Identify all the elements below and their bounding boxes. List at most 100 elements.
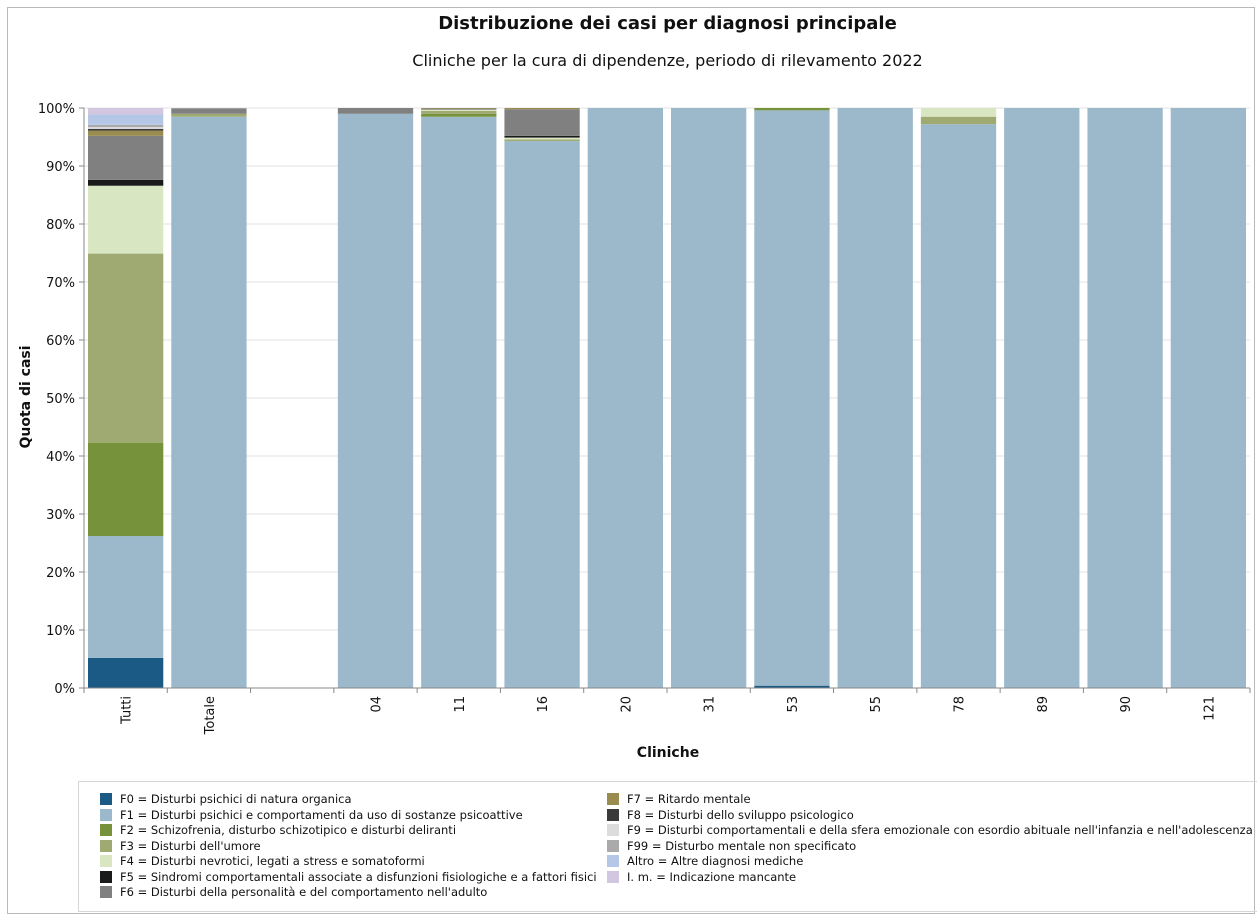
x-tick-label: 55 — [869, 696, 884, 713]
bar-segment — [754, 108, 830, 111]
legend-item: F4 = Disturbi nevrotici, legati a stress… — [100, 855, 425, 868]
x-tick-label: 121 — [1202, 696, 1217, 721]
y-tick-label: 50% — [46, 392, 75, 407]
chart-subtitle: Cliniche per la cura di dipendenze, peri… — [412, 51, 923, 70]
bar-segment — [1004, 108, 1080, 688]
axes-layer: 0% 10% 20% 30% 40% 50% 60% 70% 80% 90% 100% Tutti To… — [38, 102, 1251, 735]
bar-segment — [837, 108, 913, 688]
bar-segment — [88, 179, 164, 186]
bar-segment — [1170, 108, 1246, 688]
bar-segment — [337, 108, 414, 114]
bar-segment — [88, 657, 164, 688]
y-tick-label: 0% — [54, 682, 75, 697]
legend-swatch — [100, 824, 112, 836]
legend-item: F0 = Disturbi psichici di natura organic… — [100, 793, 352, 806]
legend-item: F3 = Disturbi dell'umore — [100, 838, 261, 853]
y-tick-label: 30% — [46, 508, 75, 523]
legend-label: F7 = Ritardo mentale — [627, 792, 751, 806]
bar-segment — [171, 113, 247, 117]
bar-segment — [587, 108, 663, 688]
legend-swatch — [100, 870, 112, 883]
bar-segment — [504, 139, 580, 142]
bar-segment — [88, 127, 164, 129]
legend-item: F7 = Ritardo mentale — [607, 793, 751, 806]
legend-item: I. m. = Indicazione mancante — [607, 869, 797, 884]
chart-title: Distribuzione dei casi per diagnosi prin… — [438, 13, 897, 34]
bar-segment — [337, 113, 414, 689]
legend-item: F1 = Disturbi psichici e comportamenti d… — [100, 807, 523, 822]
legend-label: F99 = Disturbo mentale non specificato — [627, 838, 857, 853]
bar-segment — [88, 253, 164, 443]
x-tick-label: 31 — [703, 696, 718, 713]
legend-swatch — [607, 870, 619, 883]
legend-swatch — [100, 886, 112, 898]
legend-item: Altro = Altre diagnosi mediche — [607, 855, 803, 868]
bar-segment — [920, 108, 997, 117]
x-tick-label: 53 — [786, 696, 801, 713]
x-tick-label: 89 — [1036, 696, 1051, 713]
bar-segment — [421, 108, 497, 110]
legend-item: F99 = Disturbo mentale non specificato — [607, 838, 857, 853]
y-tick-label: 70% — [46, 276, 75, 291]
legend-swatch — [607, 839, 619, 852]
bar-segment — [504, 141, 580, 688]
bar-segment — [421, 116, 497, 688]
legend-swatch — [607, 808, 619, 821]
bar-segment — [754, 685, 830, 688]
legend-swatch — [100, 808, 112, 821]
y-tick-label: 90% — [46, 160, 75, 175]
bar-segment — [421, 110, 497, 114]
bar-segment — [88, 130, 164, 136]
legend-swatch — [100, 855, 112, 867]
legend-swatch — [607, 855, 619, 867]
y-tick-label: 60% — [46, 334, 75, 349]
y-axis-label: Quota di casi — [18, 345, 34, 448]
bar-segment — [1087, 108, 1163, 688]
bar-segment — [88, 185, 164, 254]
legend-label: I. m. = Indicazione mancante — [627, 869, 797, 884]
bar-segment — [88, 128, 164, 131]
x-tick-label: 11 — [453, 696, 468, 713]
bar-segment — [88, 108, 164, 115]
bar-segment — [421, 109, 497, 111]
legend-label: F6 = Disturbi della personalità e del co… — [120, 885, 488, 899]
y-tick-label: 80% — [46, 218, 75, 233]
legend-label: F9 = Disturbi comportamentali e della sf… — [627, 823, 1253, 837]
legend-label: Altro = Altre diagnosi mediche — [627, 854, 804, 868]
bar-segment — [421, 108, 497, 109]
x-axis-label: Cliniche — [637, 745, 699, 761]
legend-swatch — [607, 793, 619, 805]
bar-segment — [421, 113, 497, 117]
y-tick-label: 100% — [38, 102, 75, 117]
legend-label: F8 = Disturbi dello sviluppo psicologico — [627, 807, 854, 822]
legend-label: F4 = Disturbi nevrotici, legati a stress… — [120, 854, 425, 868]
bar-segment — [504, 109, 580, 136]
bar-segment — [504, 108, 580, 110]
x-tick-label: 20 — [619, 696, 634, 713]
bar-segment — [88, 124, 164, 128]
x-tick-label: 90 — [1119, 696, 1134, 713]
legend-item: F9 = Disturbi comportamentali e della sf… — [607, 824, 1253, 837]
legend-item: F8 = Disturbi dello sviluppo psicologico — [607, 807, 854, 822]
legend-label: F0 = Disturbi psichici di natura organic… — [120, 792, 352, 806]
bar-segment — [88, 536, 164, 658]
bar-segment — [88, 114, 164, 125]
x-tick-label: 04 — [370, 696, 385, 713]
y-tick-label: 40% — [46, 450, 75, 465]
bar-segment — [920, 124, 997, 689]
bar-segment — [920, 116, 997, 125]
bar-segment — [88, 442, 164, 537]
bar-segment — [171, 108, 247, 114]
legend-swatch — [100, 839, 112, 852]
legend-label: F2 = Schizofrenia, disturbo schizotipico… — [120, 823, 457, 837]
y-tick-label: 10% — [46, 624, 75, 639]
bar-segment — [754, 110, 830, 686]
bar-segment — [504, 135, 580, 138]
legend-label: F1 = Disturbi psichici e comportamenti d… — [120, 807, 523, 822]
x-tick-label: 78 — [953, 696, 968, 713]
legend-label: F3 = Disturbi dell'umore — [120, 838, 261, 853]
legend-swatch — [607, 824, 619, 836]
legend: F0 = Disturbi psichici di natura organic… — [78, 781, 1257, 912]
y-tick-label: 20% — [46, 566, 75, 581]
